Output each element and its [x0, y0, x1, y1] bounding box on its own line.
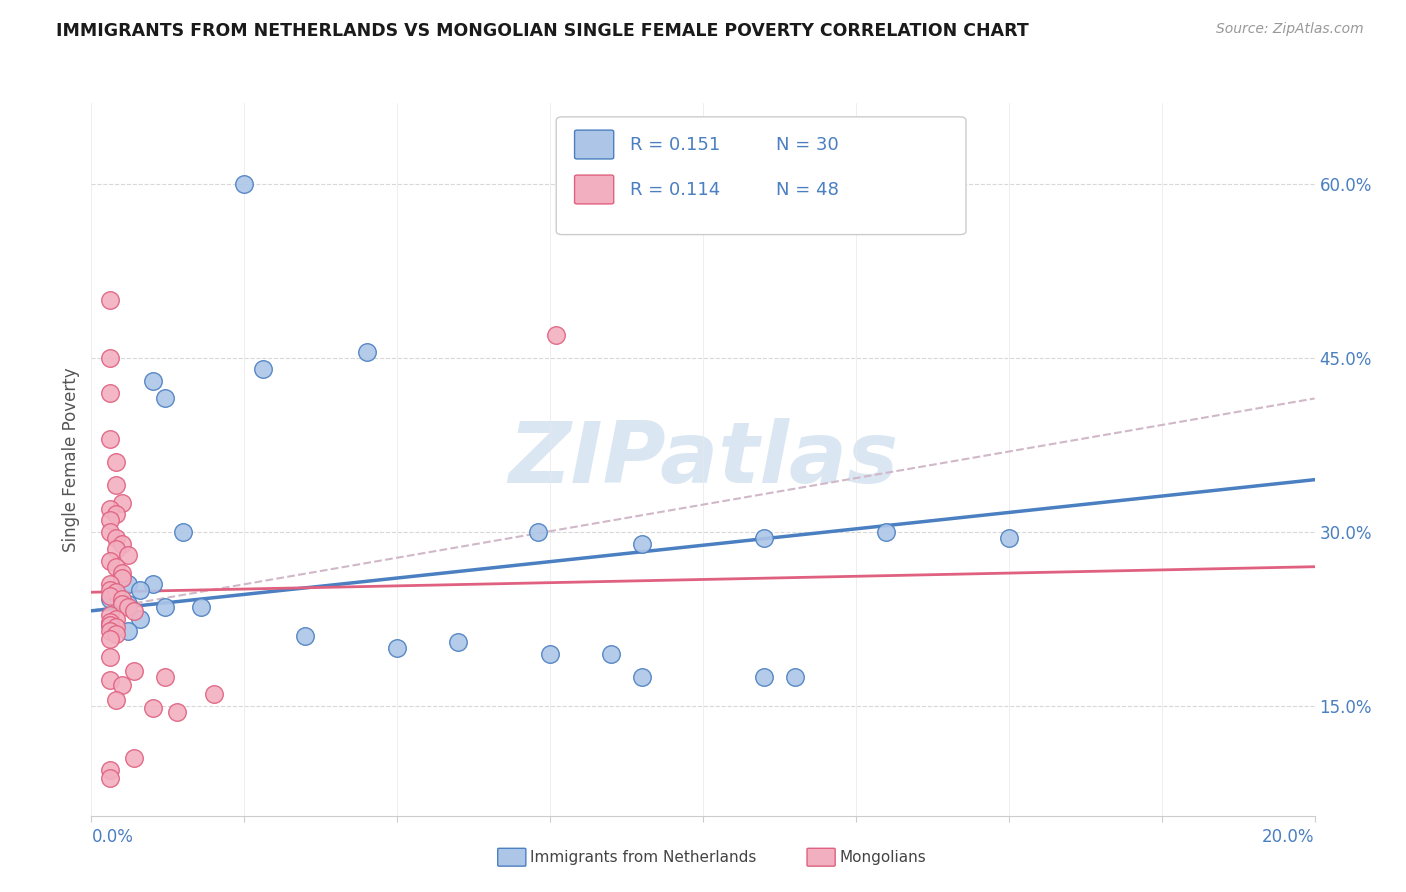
Text: 20.0%: 20.0%: [1263, 828, 1315, 846]
Text: Source: ZipAtlas.com: Source: ZipAtlas.com: [1216, 22, 1364, 37]
Point: [98, 554, 121, 568]
Point: [754, 670, 776, 684]
Point: [122, 751, 145, 765]
FancyBboxPatch shape: [557, 117, 966, 235]
Point: [153, 600, 176, 615]
Point: [117, 548, 139, 562]
Point: [153, 670, 176, 684]
Point: [631, 536, 654, 550]
Point: [141, 577, 163, 591]
FancyBboxPatch shape: [575, 130, 613, 159]
Point: [141, 374, 163, 388]
FancyBboxPatch shape: [575, 175, 613, 204]
Point: [98, 524, 121, 539]
Y-axis label: Single Female Poverty: Single Female Poverty: [62, 368, 80, 551]
Point: [98, 513, 121, 527]
Point: [190, 600, 212, 615]
Point: [166, 705, 188, 719]
Point: [111, 536, 134, 550]
Point: [98, 592, 121, 607]
Point: [104, 478, 127, 492]
Point: [104, 508, 127, 522]
Point: [117, 577, 139, 591]
Point: [98, 617, 121, 632]
Point: [447, 635, 470, 649]
Point: [233, 177, 256, 191]
Point: [98, 589, 121, 603]
Text: Mongolians: Mongolians: [839, 850, 927, 864]
Text: N = 48: N = 48: [776, 181, 839, 199]
Point: [600, 647, 623, 661]
Point: [998, 531, 1021, 545]
Point: [104, 693, 127, 707]
Text: ZIPatlas: ZIPatlas: [508, 417, 898, 501]
Point: [98, 385, 121, 400]
Point: [98, 432, 121, 446]
Point: [356, 345, 378, 359]
Point: [117, 600, 139, 615]
Point: [104, 620, 127, 634]
Point: [98, 351, 121, 365]
Point: [202, 687, 225, 701]
Text: 0.0%: 0.0%: [91, 828, 134, 846]
Point: [98, 763, 121, 777]
Point: [111, 678, 134, 692]
Point: [104, 612, 127, 626]
Text: N = 30: N = 30: [776, 136, 839, 154]
Text: R = 0.114: R = 0.114: [630, 181, 720, 199]
Point: [98, 673, 121, 688]
Point: [104, 585, 127, 599]
Point: [98, 615, 121, 630]
Point: [754, 531, 776, 545]
Point: [104, 589, 127, 603]
Point: [98, 577, 121, 591]
Point: [104, 559, 127, 574]
Point: [122, 604, 145, 618]
Point: [172, 524, 194, 539]
Point: [104, 455, 127, 469]
Point: [98, 650, 121, 665]
Point: [111, 592, 134, 607]
Point: [294, 629, 316, 643]
Point: [546, 327, 568, 342]
Point: [111, 597, 134, 611]
Text: IMMIGRANTS FROM NETHERLANDS VS MONGOLIAN SINGLE FEMALE POVERTY CORRELATION CHART: IMMIGRANTS FROM NETHERLANDS VS MONGOLIAN…: [56, 22, 1029, 40]
Point: [783, 670, 806, 684]
Point: [631, 670, 654, 684]
Point: [98, 582, 121, 597]
Point: [141, 701, 163, 715]
Point: [98, 632, 121, 646]
Point: [117, 597, 139, 611]
Point: [111, 566, 134, 580]
Point: [875, 524, 898, 539]
Point: [98, 608, 121, 623]
Point: [104, 627, 127, 641]
Point: [104, 542, 127, 557]
Point: [153, 392, 176, 406]
Point: [98, 501, 121, 516]
Point: [98, 617, 121, 632]
Point: [252, 362, 274, 376]
Point: [117, 624, 139, 638]
Point: [111, 496, 134, 510]
Text: R = 0.151: R = 0.151: [630, 136, 720, 154]
Point: [111, 571, 134, 585]
Point: [98, 771, 121, 785]
Point: [527, 524, 550, 539]
Point: [538, 647, 561, 661]
Point: [122, 664, 145, 678]
Text: Immigrants from Netherlands: Immigrants from Netherlands: [530, 850, 756, 864]
Point: [98, 624, 121, 638]
Point: [385, 640, 409, 655]
Point: [104, 531, 127, 545]
Point: [129, 582, 152, 597]
Point: [98, 293, 121, 307]
Point: [129, 612, 152, 626]
